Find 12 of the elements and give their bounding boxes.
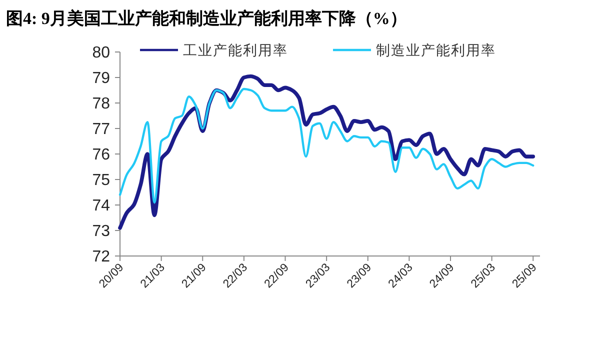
y-tick-label: 78	[92, 96, 110, 112]
y-tick-label: 72	[92, 248, 110, 266]
legend-label: 制造业产能利用率	[376, 42, 496, 58]
y-tick-label: 74	[92, 198, 110, 214]
title: 图4: 9月美国工业产能和制造业产能利用率下降（%）	[6, 9, 407, 28]
y-tick-label: 73	[92, 223, 110, 240]
y-tick-label: 80	[92, 44, 110, 62]
y-tick-label: 76	[92, 146, 110, 164]
y-tick-label: 79	[92, 70, 110, 87]
legend-label: 工业产能利用率	[183, 42, 288, 58]
y-tick-label: 75	[92, 172, 110, 189]
y-tick-label: 77	[92, 121, 110, 138]
